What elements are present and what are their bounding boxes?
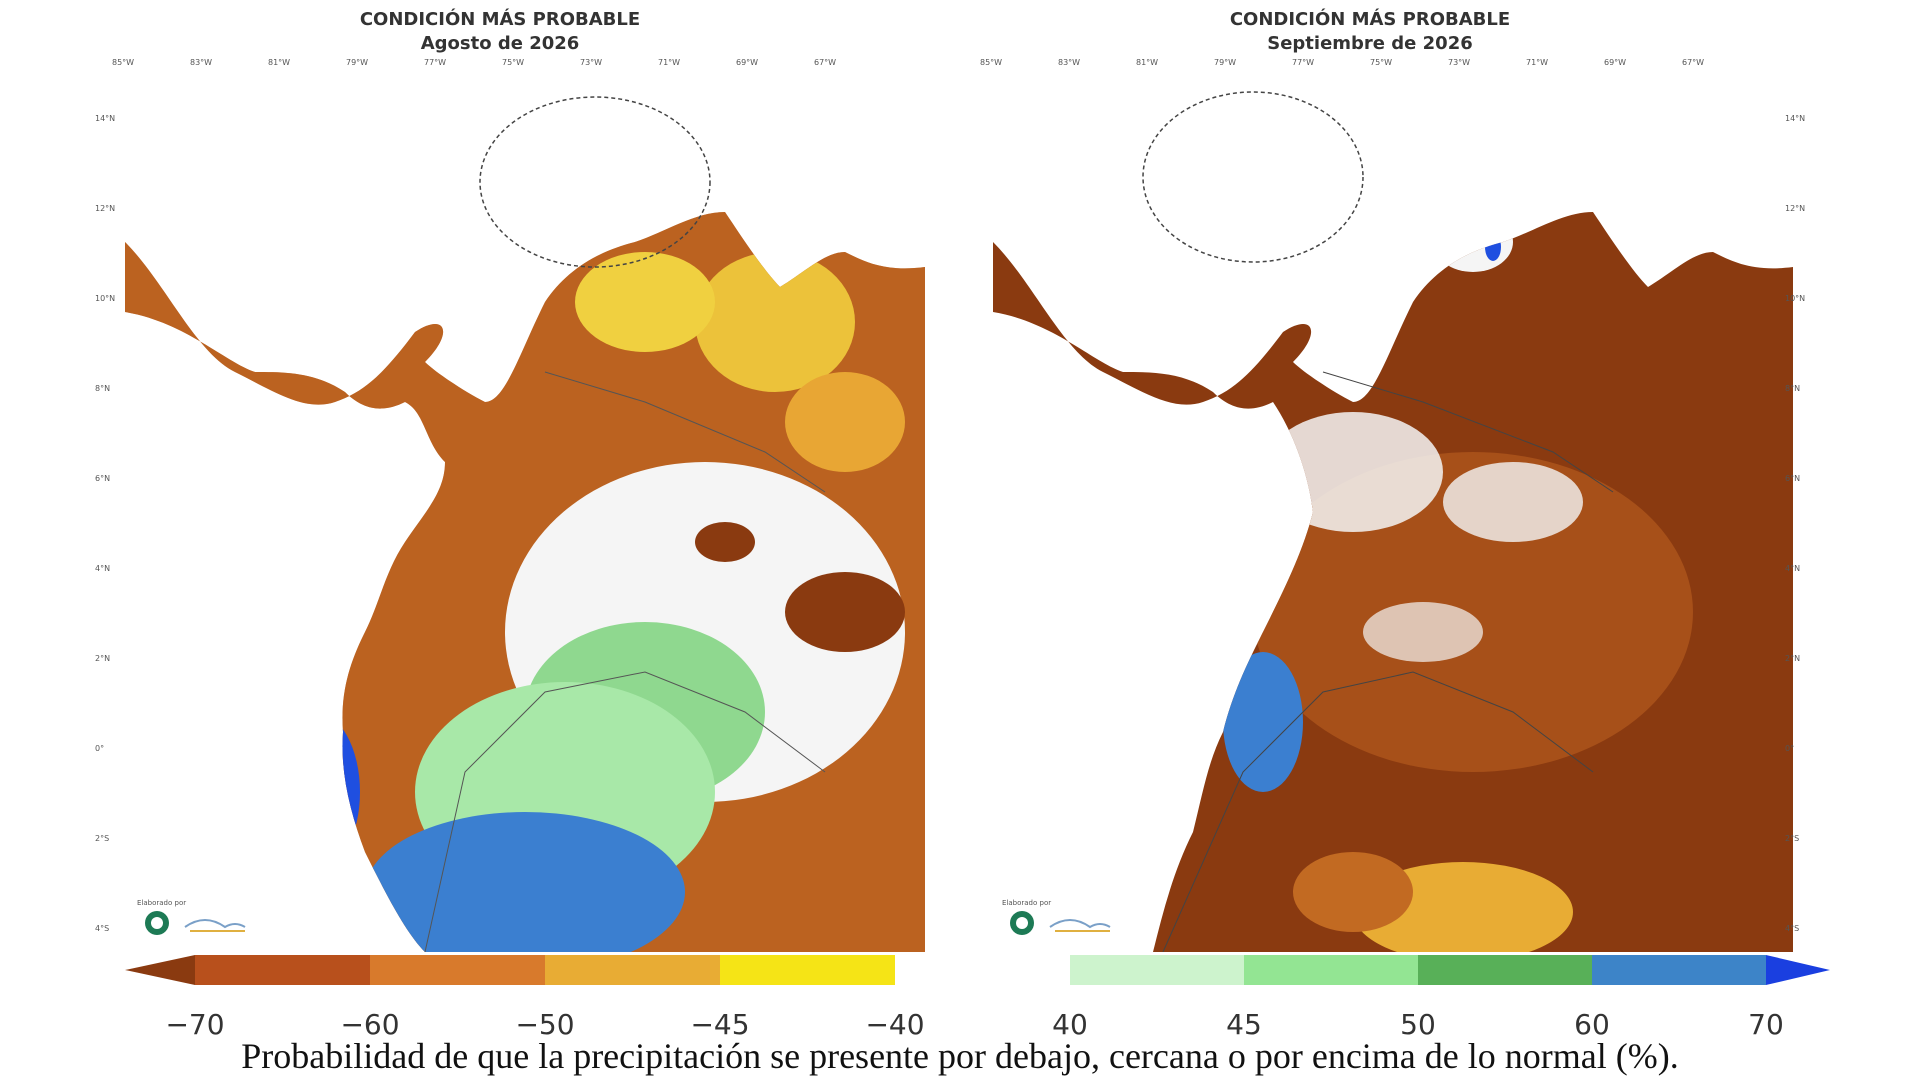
colorbar-segment [1418,955,1592,985]
lat-tick-label: 4°S [1785,924,1800,933]
lon-tick-label: 81°W [1136,58,1159,67]
colorbar-segment [1592,955,1766,985]
map-title-august: CONDICIÓN MÁS PROBABLE Agosto de 2026 [280,8,720,56]
colorbar-tick-label: −50 [515,1008,575,1041]
lon-tick-label: 67°W [1682,58,1705,67]
lon-tick-label: 73°W [1448,58,1471,67]
colorbar-extension-arrow [1766,955,1830,985]
lat-tick-label: 0° [95,744,105,753]
colorbar-extension-arrow [125,955,195,985]
logo-text: Elaborado por [1002,899,1051,907]
forecast-map-august [125,96,925,953]
colorbar-tick-label: −40 [865,1008,925,1041]
lon-tick-label: 73°W [580,58,603,67]
map-title-line1: CONDICIÓN MÁS PROBABLE [359,9,641,30]
lon-tick-label: 75°W [1370,58,1393,67]
lat-tick-label: 14°N [1785,114,1806,123]
lon-tick-label: 83°W [1058,58,1081,67]
colorbar-segment [545,955,720,985]
lat-tick-label: 10°N [95,294,116,303]
map-title-september: CONDICIÓN MÁS PROBABLE Septiembre de 202… [1150,8,1590,56]
lon-tick-label: 85°W [980,58,1003,67]
lon-tick-label: 79°W [346,58,369,67]
lat-tick-label: 2°S [1785,834,1800,843]
lon-tick-label: 71°W [658,58,681,67]
lon-tick-label: 85°W [112,58,135,67]
lat-tick-label: 8°N [1785,384,1801,393]
lat-tick-label: 6°N [1785,474,1801,483]
lat-tick-label: 4°S [95,924,110,933]
ideam-logo-august: Elaborado por [135,895,255,944]
colorbar-segment [370,955,545,985]
lon-tick-label: 69°W [736,58,759,67]
ideam-logo-september: Elaborado por [1000,895,1120,944]
lat-tick-label: 4°N [95,564,111,573]
lat-tick-label: 2°S [95,834,110,843]
map-panel-august [125,72,925,956]
lat-tick-label: 4°N [1785,564,1801,573]
lat-tick-label: 6°N [95,474,111,483]
colorbar-segment [1070,955,1244,985]
lat-tick-label: 14°N [95,114,116,123]
colorbar-above-normal [1070,955,1830,985]
colorbar-segment [720,955,895,985]
colorbar-below-normal [125,955,895,985]
lon-tick-label: 77°W [424,58,447,67]
colorbar-tick-label: 70 [1748,1008,1784,1041]
map-title-line2: Septiembre de 2026 [1267,33,1473,54]
lat-tick-label: 12°N [1785,204,1806,213]
lat-tick-label: 2°N [95,654,111,663]
colorbar-segment [195,955,370,985]
lon-tick-label: 71°W [1526,58,1549,67]
lon-tick-label: 67°W [814,58,837,67]
colorbar-tick-label: −45 [690,1008,750,1041]
forecast-map-september [993,91,1793,953]
lon-tick-label: 79°W [1214,58,1237,67]
lat-tick-label: 0° [1785,744,1795,753]
map-title-line1: CONDICIÓN MÁS PROBABLE [1229,9,1511,30]
lon-tick-label: 69°W [1604,58,1627,67]
lon-tick-label: 83°W [190,58,213,67]
map-title-line2: Agosto de 2026 [420,33,580,54]
lat-tick-label: 8°N [95,384,111,393]
colorbar-tick-label: −60 [340,1008,400,1041]
lon-tick-label: 77°W [1292,58,1315,67]
lat-tick-label: 12°N [95,204,116,213]
colorbar-tick-label: 50 [1400,1008,1436,1041]
logo-text: Elaborado por [137,899,186,907]
lon-tick-label: 75°W [502,58,525,67]
map-panel-september [993,72,1793,956]
lat-tick-label: 10°N [1785,294,1806,303]
lon-tick-label: 81°W [268,58,291,67]
colorbar-tick-label: 60 [1574,1008,1610,1041]
colorbar-segment [1244,955,1418,985]
colorbar-tick-label: 40 [1052,1008,1088,1041]
colorbar-tick-label: 45 [1226,1008,1262,1041]
colorbar-tick-label: −70 [165,1008,225,1041]
lat-tick-label: 2°N [1785,654,1801,663]
figure-caption: Probabilidad de que la precipitación se … [241,1036,1679,1076]
